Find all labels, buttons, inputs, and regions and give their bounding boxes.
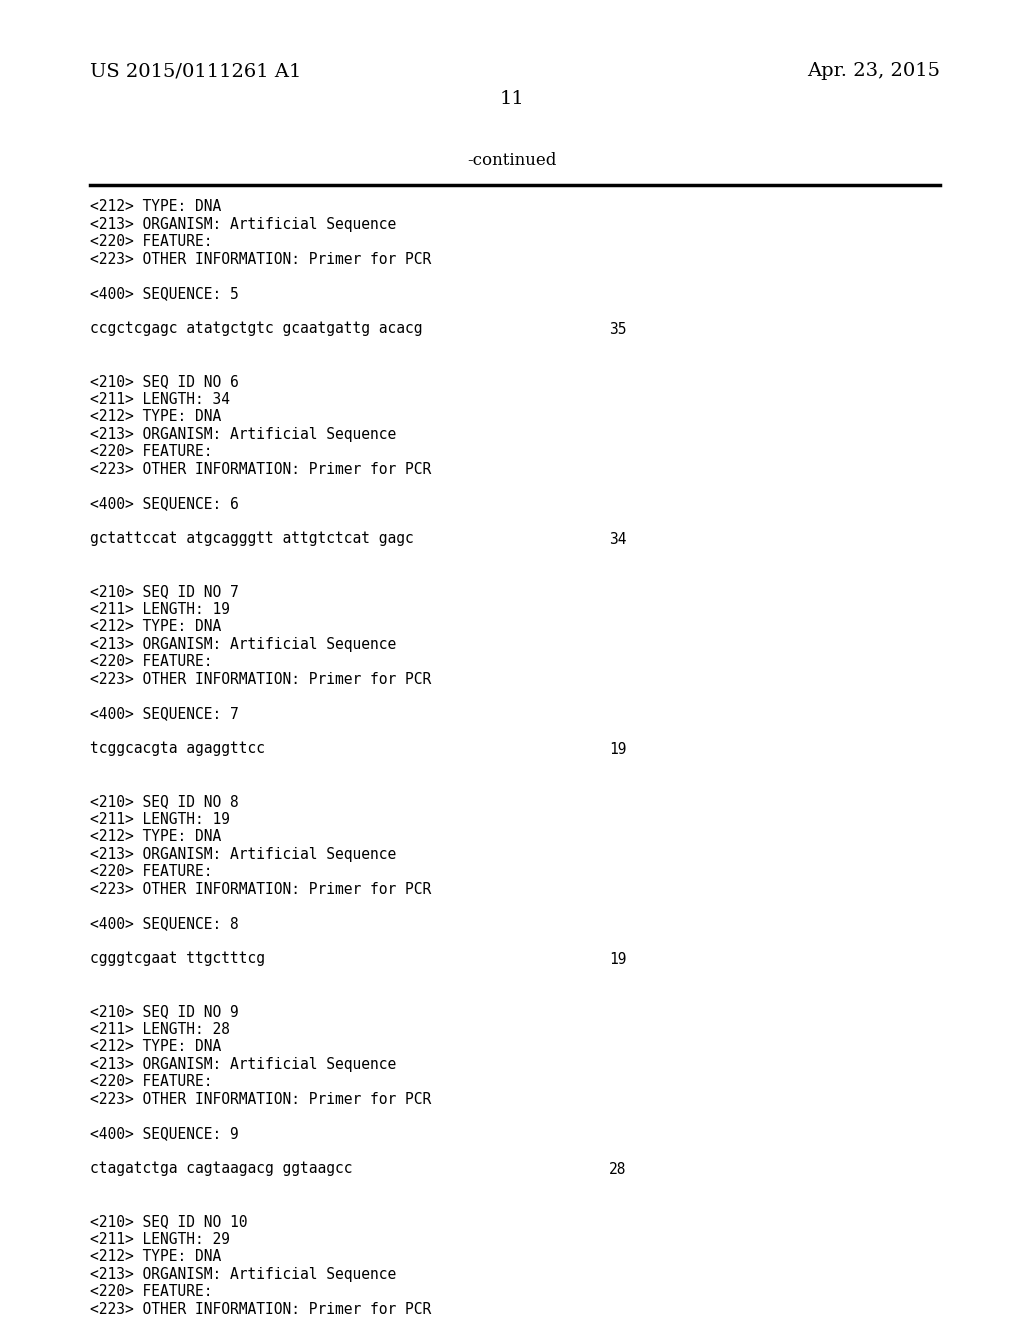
Text: <223> OTHER INFORMATION: Primer for PCR: <223> OTHER INFORMATION: Primer for PCR [90,672,431,686]
Text: <210> SEQ ID NO 8: <210> SEQ ID NO 8 [90,795,239,809]
Text: <220> FEATURE:: <220> FEATURE: [90,234,213,249]
Text: <400> SEQUENCE: 5: <400> SEQUENCE: 5 [90,286,239,301]
Text: <223> OTHER INFORMATION: Primer for PCR: <223> OTHER INFORMATION: Primer for PCR [90,1302,431,1316]
Text: <213> ORGANISM: Artificial Sequence: <213> ORGANISM: Artificial Sequence [90,1056,396,1072]
Text: Apr. 23, 2015: Apr. 23, 2015 [807,62,940,81]
Text: <220> FEATURE:: <220> FEATURE: [90,653,213,669]
Text: <220> FEATURE:: <220> FEATURE: [90,865,213,879]
Text: <212> TYPE: DNA: <212> TYPE: DNA [90,829,221,843]
Text: <223> OTHER INFORMATION: Primer for PCR: <223> OTHER INFORMATION: Primer for PCR [90,462,431,477]
Text: <211> LENGTH: 28: <211> LENGTH: 28 [90,1022,230,1036]
Text: <220> FEATURE:: <220> FEATURE: [90,1074,213,1089]
Text: <212> TYPE: DNA: <212> TYPE: DNA [90,199,221,214]
Text: ctagatctga cagtaagacg ggtaagcc: ctagatctga cagtaagacg ggtaagcc [90,1162,352,1176]
Text: <211> LENGTH: 19: <211> LENGTH: 19 [90,812,230,826]
Text: 35: 35 [609,322,627,337]
Text: 28: 28 [609,1162,627,1176]
Text: <211> LENGTH: 34: <211> LENGTH: 34 [90,392,230,407]
Text: ccgctcgagc atatgctgtc gcaatgattg acacg: ccgctcgagc atatgctgtc gcaatgattg acacg [90,322,423,337]
Text: tcggcacgta agaggttcc: tcggcacgta agaggttcc [90,742,265,756]
Text: 34: 34 [609,532,627,546]
Text: cgggtcgaat ttgctttcg: cgggtcgaat ttgctttcg [90,952,265,966]
Text: <210> SEQ ID NO 10: <210> SEQ ID NO 10 [90,1214,248,1229]
Text: 19: 19 [609,742,627,756]
Text: <213> ORGANISM: Artificial Sequence: <213> ORGANISM: Artificial Sequence [90,216,396,231]
Text: <400> SEQUENCE: 6: <400> SEQUENCE: 6 [90,496,239,511]
Text: <212> TYPE: DNA: <212> TYPE: DNA [90,1039,221,1053]
Text: <213> ORGANISM: Artificial Sequence: <213> ORGANISM: Artificial Sequence [90,426,396,441]
Text: <400> SEQUENCE: 7: <400> SEQUENCE: 7 [90,706,239,722]
Text: <400> SEQUENCE: 8: <400> SEQUENCE: 8 [90,916,239,932]
Text: <400> SEQUENCE: 9: <400> SEQUENCE: 9 [90,1126,239,1142]
Text: <220> FEATURE:: <220> FEATURE: [90,444,213,459]
Text: <210> SEQ ID NO 6: <210> SEQ ID NO 6 [90,374,239,389]
Text: <210> SEQ ID NO 9: <210> SEQ ID NO 9 [90,1005,239,1019]
Text: <212> TYPE: DNA: <212> TYPE: DNA [90,1249,221,1265]
Text: <213> ORGANISM: Artificial Sequence: <213> ORGANISM: Artificial Sequence [90,1266,396,1282]
Text: <211> LENGTH: 29: <211> LENGTH: 29 [90,1232,230,1246]
Text: 11: 11 [500,90,524,108]
Text: US 2015/0111261 A1: US 2015/0111261 A1 [90,62,301,81]
Text: <223> OTHER INFORMATION: Primer for PCR: <223> OTHER INFORMATION: Primer for PCR [90,1092,431,1106]
Text: 19: 19 [609,952,627,966]
Text: -continued: -continued [467,152,557,169]
Text: <213> ORGANISM: Artificial Sequence: <213> ORGANISM: Artificial Sequence [90,846,396,862]
Text: <212> TYPE: DNA: <212> TYPE: DNA [90,619,221,634]
Text: <223> OTHER INFORMATION: Primer for PCR: <223> OTHER INFORMATION: Primer for PCR [90,252,431,267]
Text: <210> SEQ ID NO 7: <210> SEQ ID NO 7 [90,583,239,599]
Text: <220> FEATURE:: <220> FEATURE: [90,1284,213,1299]
Text: <211> LENGTH: 19: <211> LENGTH: 19 [90,602,230,616]
Text: <213> ORGANISM: Artificial Sequence: <213> ORGANISM: Artificial Sequence [90,636,396,652]
Text: gctattccat atgcagggtt attgtctcat gagc: gctattccat atgcagggtt attgtctcat gagc [90,532,414,546]
Text: <223> OTHER INFORMATION: Primer for PCR: <223> OTHER INFORMATION: Primer for PCR [90,882,431,896]
Text: <212> TYPE: DNA: <212> TYPE: DNA [90,409,221,424]
